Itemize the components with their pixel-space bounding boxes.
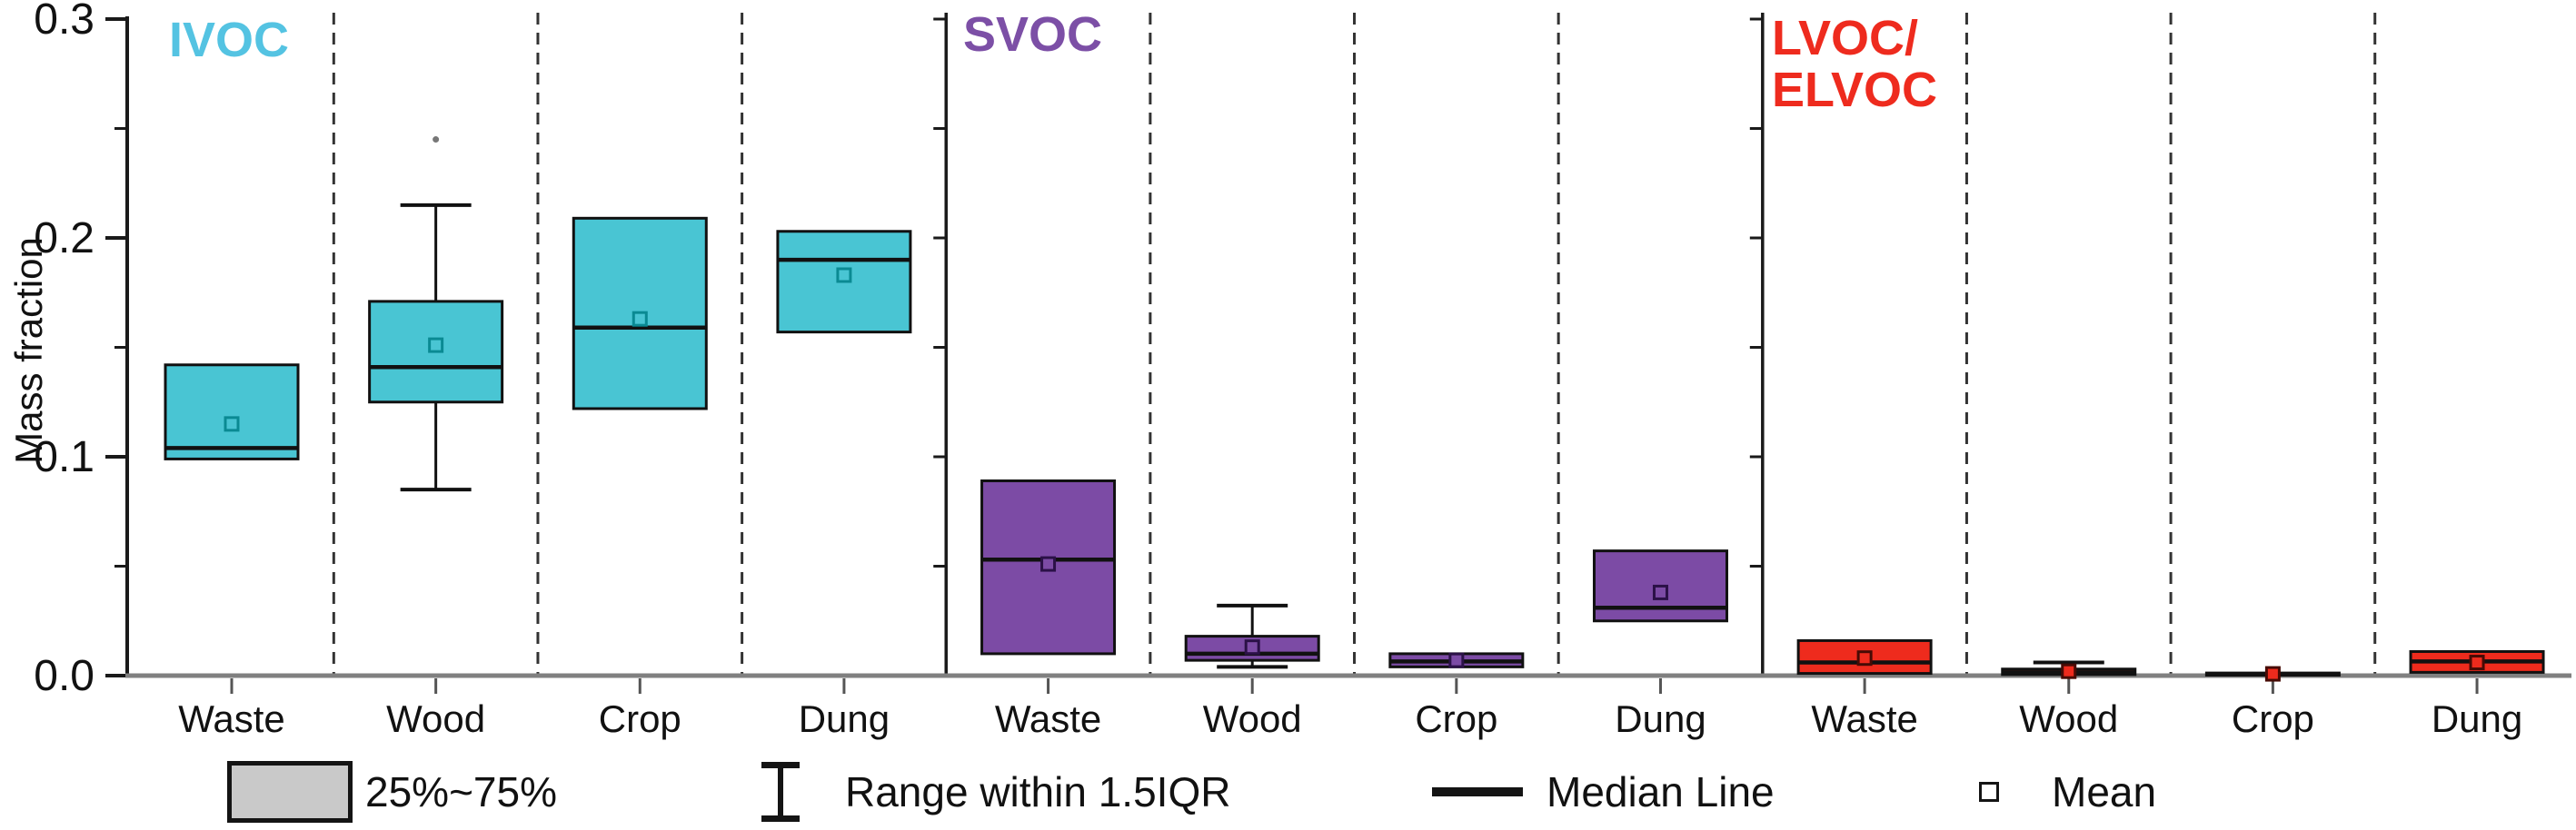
category-label: Wood — [1203, 697, 1302, 740]
legend-label-range: Range within 1.5IQR — [845, 768, 1231, 815]
mean-marker — [2264, 666, 2281, 682]
outlier-point — [433, 136, 440, 143]
panel-label-svoc: SVOC — [963, 7, 1103, 62]
mean-marker — [1244, 639, 1260, 656]
panel-label-ivoc: IVOC — [169, 13, 290, 67]
category-label: Wood — [2019, 697, 2118, 740]
legend-item-mean: Mean — [1979, 756, 2156, 828]
box-swatch-icon — [227, 761, 353, 823]
legend-item-range: Range within 1.5IQR — [760, 756, 1230, 828]
mean-marker — [1856, 650, 1873, 667]
mean-marker — [224, 416, 240, 432]
mean-marker — [2061, 663, 2077, 679]
y-tick-label: 0.0 — [34, 652, 94, 700]
category-label: Crop — [1415, 697, 1497, 740]
y-tick-label: 0.1 — [34, 433, 94, 481]
category-label: Dung — [2432, 697, 2522, 740]
y-tick-label: 0.2 — [34, 214, 94, 262]
legend-label-iqr: 25%~75% — [365, 768, 557, 815]
category-label: Crop — [2232, 697, 2314, 740]
mean-marker — [1652, 584, 1668, 600]
median-line-icon — [1432, 787, 1523, 796]
panel-label-lvoc: LVOC/ ELVOC — [1772, 11, 1938, 117]
y-axis-title: Mass fraction — [7, 237, 50, 464]
category-label: Dung — [799, 697, 890, 740]
legend-label-median: Median Line — [1547, 768, 1775, 815]
y-tick-label: 0.3 — [34, 0, 94, 44]
range-whisker-icon — [760, 762, 801, 822]
legend-item-iqr-box: 25%~75% — [227, 756, 557, 828]
category-label: Dung — [1615, 697, 1706, 740]
category-label: Waste — [995, 697, 1101, 740]
iqr-box — [164, 363, 300, 460]
mean-marker — [632, 311, 648, 327]
category-label: Wood — [386, 697, 485, 740]
mean-marker-icon — [1979, 782, 1999, 802]
category-label: Crop — [599, 697, 681, 740]
mean-marker — [1448, 652, 1465, 668]
category-label: Waste — [178, 697, 284, 740]
mean-marker — [428, 337, 444, 353]
mean-marker — [2469, 655, 2485, 671]
legend-label-mean: Mean — [2052, 768, 2157, 815]
mean-marker — [836, 267, 852, 283]
category-label: Waste — [1811, 697, 1917, 740]
mean-marker — [1040, 556, 1057, 572]
legend-item-median: Median Line — [1432, 756, 1775, 828]
